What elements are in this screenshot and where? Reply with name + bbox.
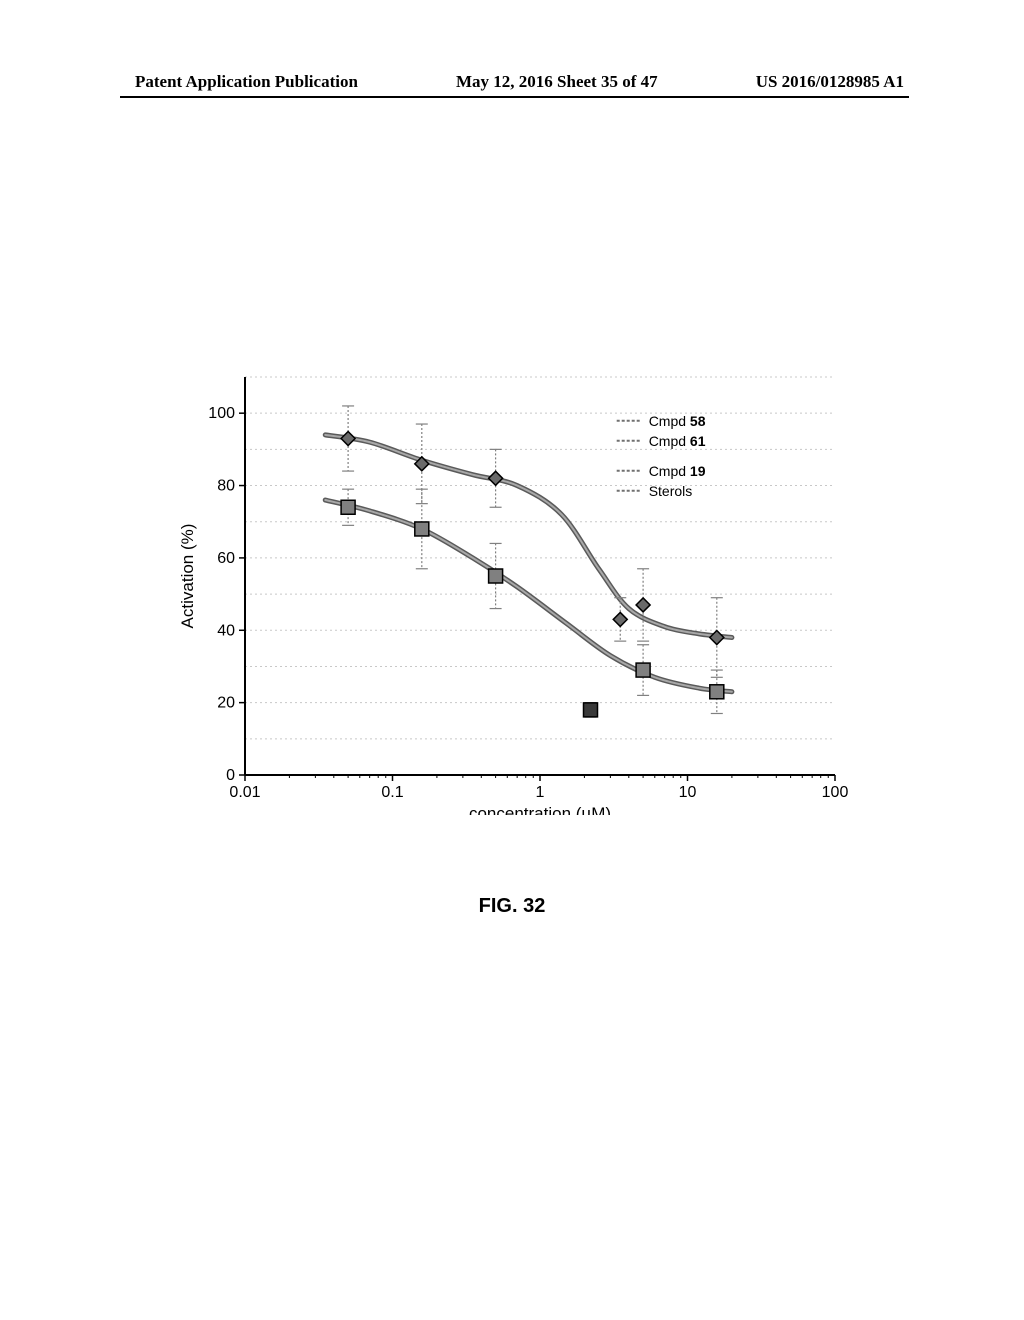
svg-text:Cmpd 61: Cmpd 61 — [649, 433, 706, 449]
header-divider — [120, 96, 909, 98]
figure-label: FIG. 32 — [0, 895, 1024, 918]
svg-text:Cmpd 58: Cmpd 58 — [649, 413, 706, 429]
page-header: Patent Application Publication May 12, 2… — [135, 72, 904, 92]
svg-text:1: 1 — [536, 784, 545, 801]
svg-text:0.1: 0.1 — [381, 784, 403, 801]
header-left: Patent Application Publication — [135, 72, 358, 92]
svg-text:Activation (%): Activation (%) — [178, 524, 197, 629]
svg-text:60: 60 — [217, 550, 235, 567]
svg-text:80: 80 — [217, 478, 235, 495]
svg-text:Cmpd 19: Cmpd 19 — [649, 463, 706, 479]
svg-text:20: 20 — [217, 695, 235, 712]
header-right: US 2016/0128985 A1 — [756, 72, 904, 92]
svg-text:0: 0 — [226, 767, 235, 784]
svg-text:0.01: 0.01 — [229, 784, 260, 801]
svg-text:40: 40 — [217, 622, 235, 639]
svg-text:100: 100 — [208, 405, 235, 422]
svg-text:10: 10 — [679, 784, 697, 801]
svg-text:Sterols: Sterols — [649, 483, 693, 499]
svg-text:100: 100 — [822, 784, 849, 801]
chart-container: 0 20 40 60 80 100 0.01 0.1 1 10 100 concentration (… — [160, 365, 850, 815]
header-center: May 12, 2016 Sheet 35 of 47 — [456, 72, 658, 92]
page: Patent Application Publication May 12, 2… — [0, 0, 1024, 1320]
svg-text:concentration (µM): concentration (µM) — [469, 804, 611, 815]
dose-response-chart: 0 20 40 60 80 100 0.01 0.1 1 10 100 concentration (… — [160, 365, 850, 815]
